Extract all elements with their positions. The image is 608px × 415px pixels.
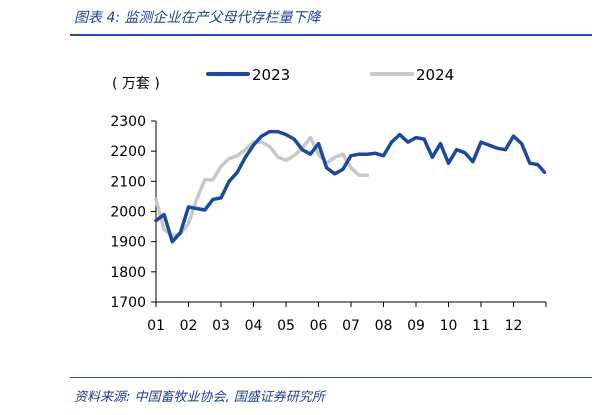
x-tick-label: 05 [277, 318, 295, 334]
source-rule [70, 377, 592, 378]
x-tick-label: 08 [375, 318, 393, 334]
title-rule [70, 34, 592, 36]
y-tick-label: 2000 [110, 205, 146, 221]
axes: 1700 1800 1900 2000 2100 2200 2300 01 02 03 04 05 06… [110, 114, 547, 334]
x-tick-label: 07 [342, 318, 360, 334]
figure-title: 图表 4: 监测企业在产父母代存栏量下降 [74, 10, 321, 26]
y-tick-label: 2200 [110, 144, 146, 160]
legend: 2023 2024 [206, 66, 454, 84]
y-tick-label: 1900 [110, 235, 146, 251]
x-tick-label: 04 [245, 318, 263, 334]
series-line-2023 [154, 129, 547, 244]
x-tick-label: 01 [147, 318, 165, 334]
y-tick-label: 1800 [110, 265, 146, 281]
source-note: 资料来源: 中国畜牧业协会, 国盛证券研究所 [74, 390, 325, 405]
x-tick-label: 12 [505, 318, 523, 334]
y-tick-label: 1700 [110, 295, 146, 311]
legend-label-2024: 2024 [416, 66, 454, 84]
series-line-2024 [154, 135, 370, 238]
series-group [154, 129, 547, 244]
line-chart: ( 万套 ) 2023 2024 1700 1800 1900 2000 2100 2200… [110, 66, 547, 334]
y-tick-label: 2300 [110, 114, 146, 130]
y-tick-label: 2100 [110, 174, 146, 190]
x-tick-label: 03 [212, 318, 230, 334]
legend-label-2023: 2023 [252, 66, 290, 84]
x-tick-label: 06 [310, 318, 328, 334]
x-tick-label: 09 [407, 318, 425, 334]
y-unit-label: ( 万套 ) [112, 76, 160, 92]
x-tick-label: 11 [472, 318, 490, 334]
x-tick-label: 02 [180, 318, 198, 334]
x-tick-label: 10 [440, 318, 458, 334]
